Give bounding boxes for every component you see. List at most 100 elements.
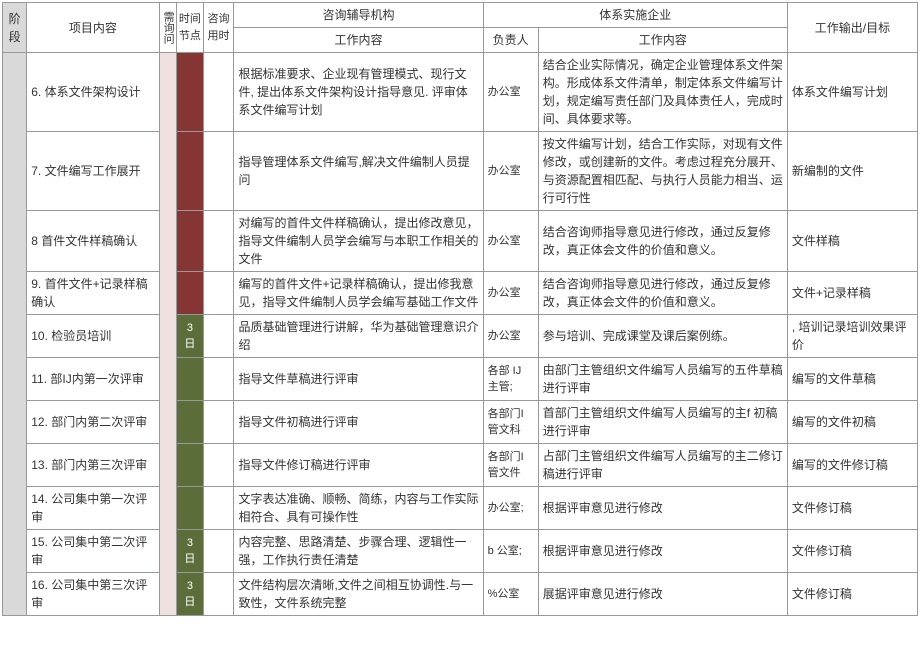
table-row: 7. 文件编写工作展开指导管理体系文件编写,解决文件编制人员提问办公室按文件编写… [3,132,918,211]
consult-time-cell [203,487,234,530]
consult-work-cell: 指导管理体系文件编写,解决文件编制人员提问 [234,132,483,211]
consult-time-cell [203,132,234,211]
header-row-1: 阶段 项目内容 需询问 时间节点 咨询用时 咨询辅导机构 体系实施企业 工作输出… [3,3,918,28]
th-consult-work: 工作内容 [234,28,483,53]
enterprise-work-cell: 占部门主管组织文件编写人员编写的主二修订稿进行评审 [538,444,787,487]
enterprise-work-cell: 结合咨询师指导意见进行修改，通过反复修改，真正体会文件的价值和意义。 [538,211,787,272]
th-consult-time: 咨询用时 [203,3,234,53]
output-cell: , 培训记录培训效果评价 [787,315,917,358]
enterprise-work-cell: 结合咨询师指导意见进行修改，通过反复修改，真正体会文件的价值和意义。 [538,272,787,315]
enterprise-work-cell: 按文件编写计划，结合工作实际，对现有文件修改，或创建新的文件。考虑过程充分展开、… [538,132,787,211]
th-enterprise: 体系实施企业 [483,3,787,28]
enterprise-work-cell: 根据评审意见进行修改 [538,487,787,530]
enterprise-work-cell: 结合企业实际情况，确定企业管理体系文件架构。形成体系文件清单，制定体系文件编写计… [538,53,787,132]
item-cell: 9. 首件文件+记录样稿确认 [27,272,159,315]
output-cell: 编写的文件修订稿 [787,444,917,487]
item-cell: 11. 部IJ内第一次评审 [27,358,159,401]
th-timenode: 时间节点 [177,3,203,53]
consult-time-cell [203,530,234,573]
consult-work-cell: 指导文件初稿进行评审 [234,401,483,444]
item-cell: 14. 公司集中第一次评审 [27,487,159,530]
consult-work-cell: 品质基础管理进行讲解，华为基础管理意识介绍 [234,315,483,358]
time-node-cell: 3 日 [177,530,203,573]
consult-work-cell: 根据标准要求、企业现有管理模式、现行文件, 提出体系文件架构设计指导意见. 评审… [234,53,483,132]
output-cell: 体系文件编写计划 [787,53,917,132]
table-body: 6. 体系文件架构设计根据标准要求、企业现有管理模式、现行文件, 提出体系文件架… [3,53,918,616]
owner-cell: b 公室; [483,530,538,573]
table-row: 6. 体系文件架构设计根据标准要求、企业现有管理模式、现行文件, 提出体系文件架… [3,53,918,132]
output-cell: 编写的文件草稿 [787,358,917,401]
owner-cell: %公室 [483,573,538,616]
owner-cell: 办公室 [483,315,538,358]
item-cell: 15. 公司集中第二次评审 [27,530,159,573]
output-cell: 文件修订稿 [787,530,917,573]
owner-cell: 办公室 [483,272,538,315]
th-need: 需询问 [159,3,177,53]
time-node-cell [177,487,203,530]
owner-cell: 各部门I管文科 [483,401,538,444]
enterprise-work-cell: 首部门主管组织文件编写人员编写的主f 初稿进行评审 [538,401,787,444]
consult-work-cell: 文字表达准确、顺畅、简练，内容与工作实际相符合、具有可操作性 [234,487,483,530]
enterprise-work-cell: 由部门主管组织文件编写人员编写的五件草稿进行评审 [538,358,787,401]
time-node-cell: 3 日 [177,315,203,358]
consult-work-cell: 内容完整、思路清楚、步骤合理、逻辑性一强，工作执行责任清楚 [234,530,483,573]
consult-time-cell [203,315,234,358]
consult-time-cell [203,444,234,487]
consult-work-cell: 文件结构层次清晰,文件之间相互协调性.与一致性，文件系统完整 [234,573,483,616]
time-node-cell [177,358,203,401]
time-node-cell [177,444,203,487]
time-node-cell [177,401,203,444]
consult-time-cell [203,53,234,132]
output-cell: 文件修订稿 [787,573,917,616]
th-consult-org: 咨询辅导机构 [234,3,483,28]
item-cell: 10. 检验员培训 [27,315,159,358]
consult-work-cell: 对编写的首件文件样稿确认，提出修改意见，指导文件编制人员学会编写与本职工作相关的… [234,211,483,272]
time-node-cell: 3 日 [177,573,203,616]
item-cell: 13. 部门内第三次评审 [27,444,159,487]
table-row: 8 首件文件样稿确认 对编写的首件文件样稿确认，提出修改意见，指导文件编制人员学会… [3,211,918,272]
time-node-cell [177,272,203,315]
output-cell: 文件+记录样稿 [787,272,917,315]
owner-cell: 办公室 [483,211,538,272]
table-row: 9. 首件文件+记录样稿确认 编写的首件文件+记录样稿确认，提出修我意见，指导文件… [3,272,918,315]
table-row: 14. 公司集中第一次评审 文字表达准确、顺畅、简练，内容与工作实际相符合、具有可… [3,487,918,530]
th-ent-work: 工作内容 [538,28,787,53]
owner-cell: 办公室 [483,132,538,211]
item-cell: 8 首件文件样稿确认 [27,211,159,272]
table-row: 16. 公司集中第三次评审 3 日 文件结构层次清晰,文件之间相互协调性.与一致性，… [3,573,918,616]
item-cell: 12. 部门内第二次评审 [27,401,159,444]
need-inquiry-cell [159,53,177,616]
output-cell: 文件样稿 [787,211,917,272]
enterprise-work-cell: 参与培训、完成课堂及课后案例练。 [538,315,787,358]
item-cell: 6. 体系文件架构设计 [27,53,159,132]
output-cell: 文件修订稿 [787,487,917,530]
table-row: 15. 公司集中第二次评审 3 日 内容完整、思路清楚、步骤合理、逻辑性一强，工作执… [3,530,918,573]
th-output: 工作输出/目标 [787,3,917,53]
consult-work-cell: 编写的首件文件+记录样稿确认，提出修我意见，指导文件编制人员学会编写基础工作文件 [234,272,483,315]
table-row: 12. 部门内第二次评审 指导文件初稿进行评审各部门I管文科首部门主管组织文件编写… [3,401,918,444]
consult-time-cell [203,272,234,315]
plan-table: 阶段 项目内容 需询问 时间节点 咨询用时 咨询辅导机构 体系实施企业 工作输出… [2,2,918,616]
table-row: 13. 部门内第三次评审指导文件修订稿进行评审各部门I管文件占部门主管组织文件编… [3,444,918,487]
consult-time-cell [203,573,234,616]
consult-time-cell [203,358,234,401]
enterprise-work-cell: 展据评审意见进行修改 [538,573,787,616]
th-stage: 阶段 [3,3,27,53]
owner-cell: 各部 IJ 主管; [483,358,538,401]
item-cell: 16. 公司集中第三次评审 [27,573,159,616]
consult-time-cell [203,211,234,272]
time-node-cell [177,132,203,211]
item-cell: 7. 文件编写工作展开 [27,132,159,211]
owner-cell: 办公室 [483,53,538,132]
consult-work-cell: 指导文件草稿进行评审 [234,358,483,401]
th-owner: 负责人 [483,28,538,53]
time-node-cell [177,211,203,272]
table-row: 10. 检验员培训 3 日 品质基础管理进行讲解，华为基础管理意识介绍办公室参与培训… [3,315,918,358]
owner-cell: 办公室; [483,487,538,530]
output-cell: 新编制的文件 [787,132,917,211]
enterprise-work-cell: 根据评审意见进行修改 [538,530,787,573]
time-node-cell [177,53,203,132]
stage-cell [3,53,27,616]
table-row: 11. 部IJ内第一次评审 指导文件草稿进行评审各部 IJ 主管;由部门主管组织文… [3,358,918,401]
consult-work-cell: 指导文件修订稿进行评审 [234,444,483,487]
